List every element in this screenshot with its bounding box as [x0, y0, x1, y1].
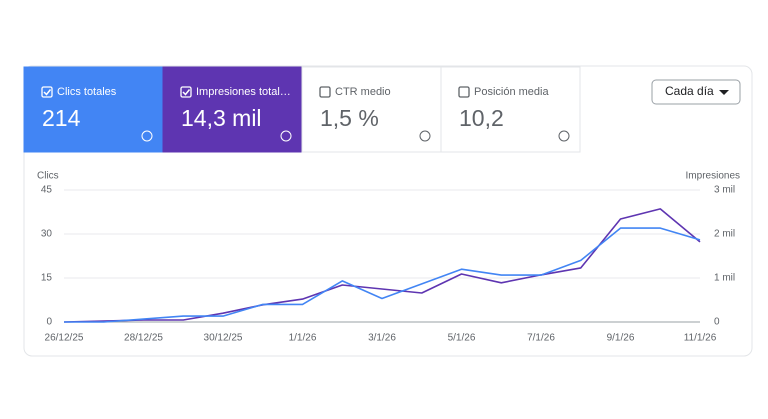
x-tick-label: 28/12/25 — [124, 333, 163, 344]
y-tick-label: 30 — [41, 229, 53, 240]
dropdown-label[interactable]: Cada día — [665, 84, 714, 98]
series-line — [63, 208, 701, 323]
metric-tile[interactable] — [23, 66, 164, 153]
x-tick-label: 3/1/26 — [368, 333, 396, 344]
metric-value[interactable]: 10,2 — [459, 105, 504, 131]
checkmark[interactable] — [43, 89, 52, 96]
y2-tick-label: 0 — [714, 317, 720, 328]
x-tick-label: 9/1/26 — [607, 333, 635, 344]
y-tick-label: 15 — [41, 273, 53, 284]
help-icon[interactable] — [141, 130, 153, 142]
y2-tick-label: 3 mil — [714, 185, 735, 196]
checkmark[interactable] — [182, 89, 191, 96]
help-icon[interactable] — [558, 130, 570, 142]
metric-tile[interactable] — [301, 66, 442, 153]
metric-label[interactable]: CTR medio — [335, 86, 391, 98]
x-tick-label: 30/12/25 — [204, 333, 243, 344]
x-tick-label: 7/1/26 — [527, 333, 555, 344]
help-icon[interactable] — [280, 130, 292, 142]
dropdown-arrow[interactable] — [719, 90, 729, 95]
metric-value[interactable]: 14,3 mil — [181, 105, 262, 131]
metric-value[interactable]: 1,5 % — [320, 105, 379, 131]
y-tick-label: 0 — [46, 317, 52, 328]
metric-label[interactable]: Clics totales — [57, 86, 117, 98]
help-icon[interactable] — [419, 130, 431, 142]
metric-label[interactable]: Impresiones total… — [196, 86, 291, 98]
y2-axis-title: Impresiones — [686, 171, 740, 182]
series-line — [64, 227, 701, 323]
metric-tile[interactable] — [162, 66, 303, 153]
metric-value[interactable]: 214 — [42, 105, 81, 131]
x-tick-label: 26/12/25 — [45, 333, 84, 344]
checkbox[interactable] — [180, 86, 192, 98]
metric-label[interactable]: Posición media — [474, 86, 549, 98]
y2-tick-label: 2 mil — [714, 229, 735, 240]
y-tick-label: 45 — [41, 185, 53, 196]
y2-tick-label: 1 mil — [714, 273, 735, 284]
metric-tile[interactable] — [440, 66, 581, 153]
checkbox[interactable] — [41, 86, 53, 98]
x-tick-label: 1/1/26 — [289, 333, 317, 344]
dropdown[interactable] — [651, 79, 741, 105]
checkbox[interactable] — [319, 86, 331, 98]
checkbox[interactable] — [458, 86, 470, 98]
y-axis-title: Clics — [37, 171, 59, 182]
x-tick-label: 11/1/26 — [684, 333, 717, 344]
x-tick-label: 5/1/26 — [448, 333, 476, 344]
